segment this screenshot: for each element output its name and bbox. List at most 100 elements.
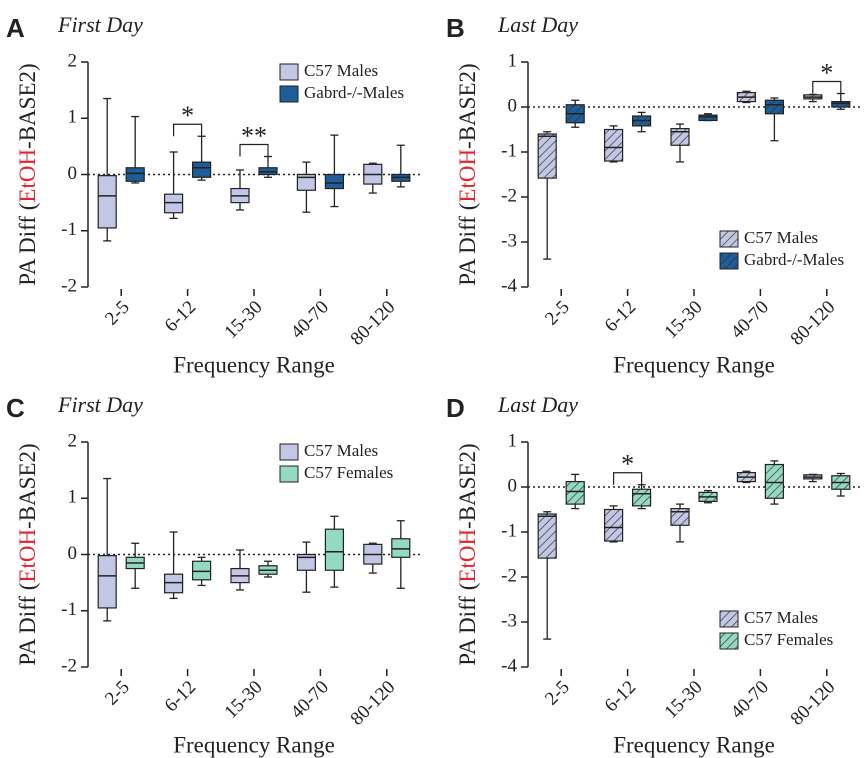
legend-label: C57 Males: [304, 441, 378, 460]
legend-label: Gabrd-/-Males: [744, 250, 844, 269]
y-tick-label: 1: [508, 430, 518, 451]
x-tick-label: 40-70: [727, 297, 773, 343]
x-tick-label: 6-12: [601, 677, 640, 716]
x-tick-label: 15-30: [660, 677, 706, 723]
legend-swatch: [719, 230, 739, 248]
legend-label: C57 Males: [744, 228, 818, 247]
x-tick-label: 6-12: [161, 297, 200, 336]
y-tick-label: 2: [68, 430, 78, 451]
y-label-text: -BASE2): [15, 63, 40, 149]
y-label-text: -BASE2): [15, 443, 40, 529]
x-tick-label: 40-70: [727, 677, 773, 723]
box: [764, 99, 785, 115]
y-tick-label: 2: [68, 50, 78, 71]
significance-mark: *: [820, 58, 833, 87]
y-axis-label: PA Diff (EtOH-BASE2): [15, 63, 40, 285]
x-tick-label: 40-70: [287, 297, 333, 343]
y-axis-label: PA Diff (EtOH-BASE2): [15, 443, 40, 665]
y-tick-label: 0: [508, 475, 518, 496]
y-tick-label: -2: [61, 655, 77, 676]
y-tick-label: -3: [501, 230, 517, 251]
legend-swatch: [719, 252, 739, 270]
legend-swatch: [279, 85, 299, 103]
significance-bracket: [173, 123, 203, 137]
x-axis-label: Frequency Range: [613, 352, 775, 377]
y-label-text: -BASE2): [455, 63, 480, 149]
y-tick-label: 0: [68, 543, 78, 564]
x-tick-label: 2-5: [101, 677, 134, 710]
box: [97, 555, 117, 609]
panel-title: First Day: [57, 392, 143, 417]
x-tick-label: 80-120: [787, 677, 840, 730]
panel-letter: D: [446, 393, 465, 423]
y-tick-label: -1: [501, 140, 517, 161]
y-tick-label: -4: [501, 275, 517, 296]
x-tick-label: 80-120: [347, 677, 400, 730]
x-axis-label: Frequency Range: [173, 352, 335, 377]
y-tick-label: -4: [501, 655, 517, 676]
panel-title: Last Day: [497, 392, 578, 417]
box: [831, 100, 851, 108]
box: [324, 173, 344, 190]
box: [603, 508, 624, 542]
significance-mark: **: [241, 121, 267, 150]
y-label-highlight: EtOH: [15, 529, 40, 583]
x-axis-label: Frequency Range: [613, 732, 775, 757]
y-tick-label: -2: [501, 185, 517, 206]
y-tick-label: -1: [61, 219, 77, 240]
y-label-highlight: EtOH: [15, 149, 40, 203]
box: [603, 128, 624, 162]
panel-letter: C: [6, 393, 25, 423]
y-tick-label: -1: [501, 520, 517, 541]
box: [164, 193, 184, 214]
legend-label: Gabrd-/-Males: [304, 83, 404, 102]
y-label-text: -BASE2): [455, 443, 480, 529]
legend-label: C57 Females: [304, 463, 393, 482]
x-tick-label: 2-5: [541, 297, 574, 330]
box: [698, 114, 718, 122]
legend-label: C57 Males: [744, 608, 818, 627]
legend-swatch: [719, 632, 739, 650]
box: [631, 488, 652, 507]
legend-label: C57 Females: [744, 630, 833, 649]
x-tick-label: 80-120: [787, 297, 840, 350]
box: [97, 175, 117, 229]
y-axis-label: PA Diff (EtOH-BASE2): [455, 63, 480, 285]
legend-swatch: [279, 443, 299, 461]
box: [296, 553, 316, 571]
box: [670, 128, 690, 146]
significance-bracket: [613, 472, 643, 485]
x-tick-label: 6-12: [161, 677, 200, 716]
x-tick-label: 6-12: [601, 297, 640, 336]
y-label-text: PA Diff (: [15, 203, 40, 286]
box: [537, 513, 557, 559]
significance-mark: *: [181, 101, 194, 130]
box: [565, 481, 585, 505]
box: [670, 508, 690, 526]
panel-title: First Day: [57, 12, 143, 37]
panel-title: Last Day: [497, 12, 578, 37]
significance-bracket: [239, 143, 269, 157]
x-tick-label: 15-30: [220, 297, 266, 343]
legend-swatch: [279, 465, 299, 483]
y-tick-label: 1: [68, 487, 78, 508]
x-axis-label: Frequency Range: [173, 732, 335, 757]
y-tick-label: -2: [501, 565, 517, 586]
y-axis-label: PA Diff (EtOH-BASE2): [455, 443, 480, 665]
panel-letter: A: [6, 13, 25, 43]
legend-swatch: [279, 63, 299, 81]
y-tick-label: 0: [68, 163, 78, 184]
box: [391, 538, 411, 558]
y-tick-label: 1: [68, 107, 78, 128]
y-label-text: PA Diff (: [15, 583, 40, 666]
x-tick-label: 2-5: [101, 297, 134, 330]
box: [296, 173, 316, 191]
y-label-text: PA Diff (: [455, 203, 480, 286]
box: [324, 528, 344, 571]
panel-letter: B: [446, 13, 465, 43]
x-tick-label: 2-5: [541, 677, 574, 710]
box: [192, 560, 212, 581]
y-tick-label: 1: [508, 50, 518, 71]
y-tick-label: -2: [61, 275, 77, 296]
y-tick-label: 0: [508, 95, 518, 116]
